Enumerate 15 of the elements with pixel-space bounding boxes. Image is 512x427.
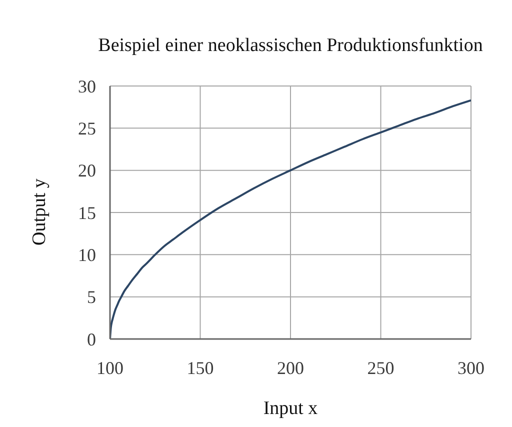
x-tick-label: 200 (277, 358, 304, 378)
chart-title: Beispiel einer neoklassischen Produktionsfunktion (97, 35, 484, 57)
y-tick-label: 10 (78, 245, 96, 266)
x-tick-label: 150 (186, 358, 214, 378)
y-tick-label: 25 (78, 118, 96, 139)
y-tick-label: 20 (78, 160, 96, 181)
y-tick-label: 30 (78, 76, 96, 96)
x-axis-title: Input x (262, 398, 319, 420)
x-tick-label: 100 (96, 358, 124, 378)
x-tick-label: 300 (458, 358, 484, 378)
y-tick-label: 15 (78, 202, 96, 223)
y-tick-label: 0 (87, 329, 96, 350)
y-axis-title: Output y (29, 178, 51, 246)
x-tick-label: 250 (367, 358, 394, 378)
y-tick-label: 5 (87, 287, 96, 308)
